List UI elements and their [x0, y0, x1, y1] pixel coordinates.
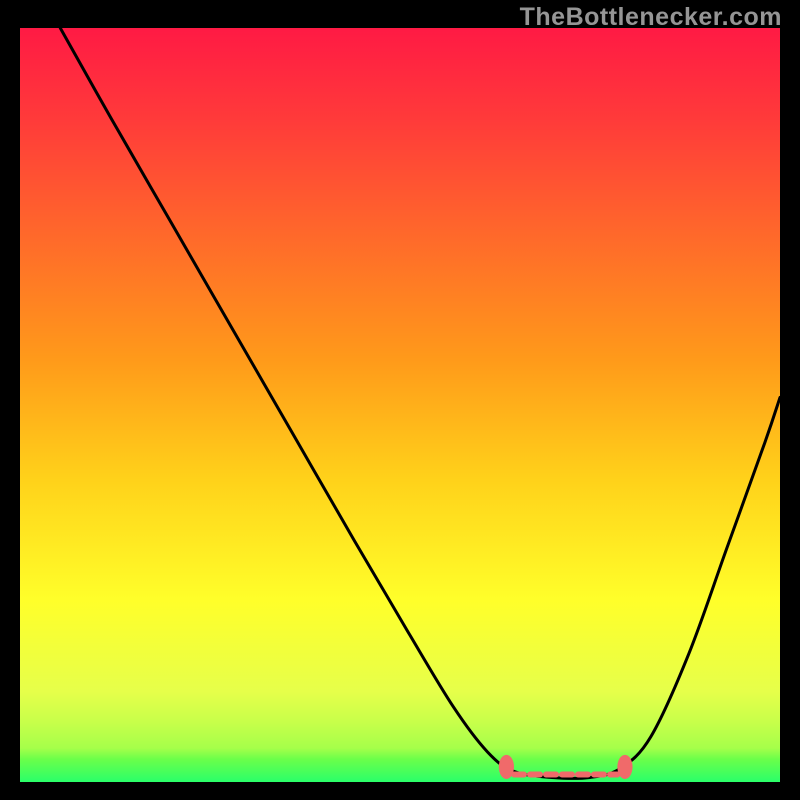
watermark-text: TheBottlenecker.com: [520, 3, 782, 32]
chart-svg: [0, 0, 800, 800]
gradient-plot-area: [20, 28, 780, 782]
valley-cap-right: [617, 755, 632, 779]
chart-stage: TheBottlenecker.com: [0, 0, 800, 800]
valley-cap-left: [499, 755, 514, 779]
